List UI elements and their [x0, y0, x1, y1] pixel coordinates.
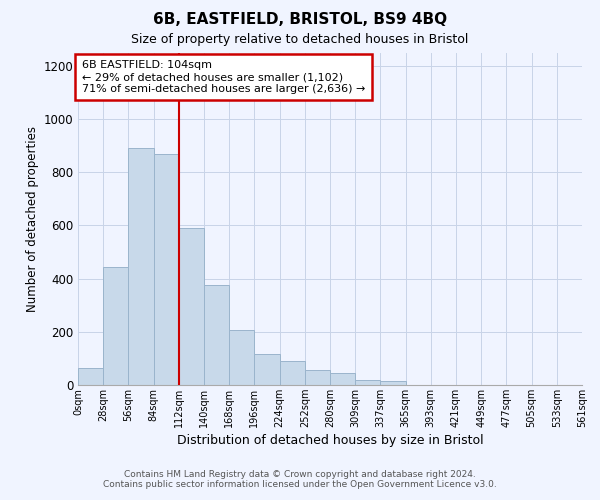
Bar — [280, 361, 305, 385]
Y-axis label: Number of detached properties: Number of detached properties — [26, 126, 39, 312]
Text: Contains HM Land Registry data © Crown copyright and database right 2024.
Contai: Contains HM Land Registry data © Crown c… — [103, 470, 497, 489]
Bar — [380, 381, 406, 385]
Text: 6B EASTFIELD: 104sqm
← 29% of detached houses are smaller (1,102)
71% of semi-de: 6B EASTFIELD: 104sqm ← 29% of detached h… — [82, 60, 365, 94]
Bar — [78, 368, 103, 385]
Bar — [330, 373, 355, 385]
Bar — [128, 148, 154, 385]
Bar — [103, 266, 128, 385]
Text: Size of property relative to detached houses in Bristol: Size of property relative to detached ho… — [131, 32, 469, 46]
Bar — [179, 228, 204, 385]
Bar — [204, 285, 229, 385]
X-axis label: Distribution of detached houses by size in Bristol: Distribution of detached houses by size … — [176, 434, 484, 447]
Bar — [254, 354, 280, 385]
Bar — [229, 330, 254, 385]
Bar — [305, 370, 330, 385]
Bar — [154, 154, 179, 385]
Text: 6B, EASTFIELD, BRISTOL, BS9 4BQ: 6B, EASTFIELD, BRISTOL, BS9 4BQ — [153, 12, 447, 28]
Bar — [355, 380, 380, 385]
